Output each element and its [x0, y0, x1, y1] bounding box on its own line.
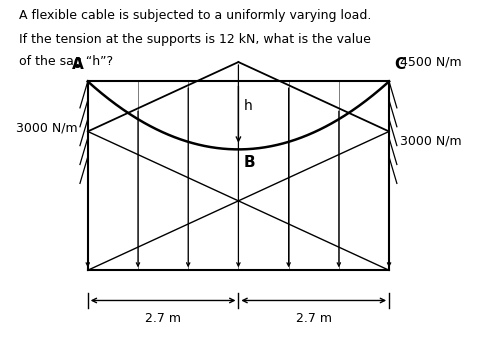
- Text: B: B: [243, 155, 255, 170]
- Text: h: h: [244, 99, 253, 113]
- Text: 4500 N/m: 4500 N/m: [400, 56, 462, 69]
- Text: A: A: [72, 57, 84, 72]
- Text: 2.7 m: 2.7 m: [145, 312, 181, 325]
- Text: of the sag “h”?: of the sag “h”?: [19, 55, 114, 68]
- Text: If the tension at the supports is 12 kN, what is the value: If the tension at the supports is 12 kN,…: [19, 33, 371, 46]
- Text: C: C: [395, 57, 406, 72]
- Text: 2.7 m: 2.7 m: [296, 312, 332, 325]
- Text: 3000 N/m: 3000 N/m: [16, 121, 78, 134]
- Text: 3000 N/m: 3000 N/m: [400, 134, 462, 147]
- Text: A flexible cable is subjected to a uniformly varying load.: A flexible cable is subjected to a unifo…: [19, 9, 372, 22]
